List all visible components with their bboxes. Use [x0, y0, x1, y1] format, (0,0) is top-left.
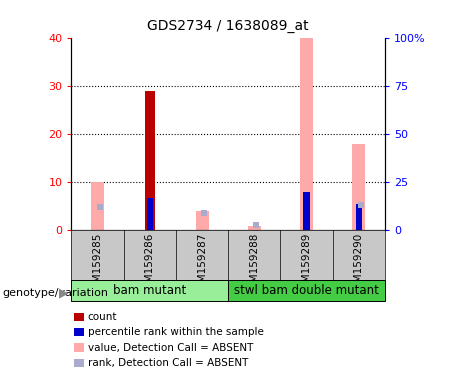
Text: GSM159285: GSM159285: [93, 233, 103, 296]
Text: genotype/variation: genotype/variation: [2, 288, 108, 298]
Bar: [248, 225, 261, 230]
Bar: [228, 280, 385, 301]
Bar: [71, 280, 228, 301]
Text: GSM159288: GSM159288: [249, 233, 260, 296]
Bar: [145, 91, 154, 230]
Text: value, Detection Call = ABSENT: value, Detection Call = ABSENT: [88, 343, 253, 353]
Text: percentile rank within the sample: percentile rank within the sample: [88, 327, 264, 337]
Bar: [91, 182, 104, 230]
Bar: [147, 198, 153, 230]
Text: GSM159290: GSM159290: [354, 233, 364, 296]
Bar: [303, 192, 310, 230]
Text: ▶: ▶: [59, 286, 68, 299]
Bar: [300, 38, 313, 230]
Text: GSM159287: GSM159287: [197, 233, 207, 296]
Text: bam mutant: bam mutant: [113, 285, 186, 297]
Bar: [352, 144, 365, 230]
Text: rank, Detection Call = ABSENT: rank, Detection Call = ABSENT: [88, 358, 248, 368]
Bar: [356, 204, 362, 230]
Text: stwl bam double mutant: stwl bam double mutant: [234, 285, 379, 297]
Bar: [195, 211, 208, 230]
Text: GSM159289: GSM159289: [301, 233, 312, 296]
Text: count: count: [88, 312, 117, 322]
Text: GSM159286: GSM159286: [145, 233, 155, 296]
Title: GDS2734 / 1638089_at: GDS2734 / 1638089_at: [148, 19, 309, 33]
